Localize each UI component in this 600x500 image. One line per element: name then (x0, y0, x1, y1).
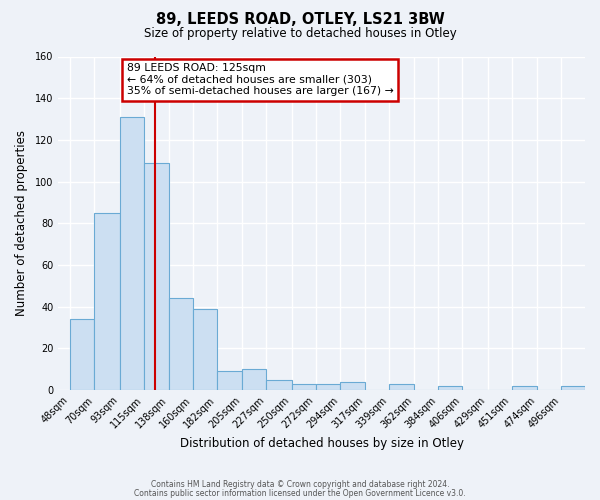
Bar (389, 384, 414, 390)
Y-axis label: Number of detached properties: Number of detached properties (15, 130, 28, 316)
Bar (561, 386, 585, 390)
Bar (94, 213, 119, 390)
Bar (217, 372, 242, 390)
Text: 89 LEEDS ROAD: 125sqm
← 64% of detached houses are smaller (303)
35% of semi-det: 89 LEEDS ROAD: 125sqm ← 64% of detached … (127, 63, 394, 96)
Bar (340, 382, 365, 390)
Text: Contains HM Land Registry data © Crown copyright and database right 2024.: Contains HM Land Registry data © Crown c… (151, 480, 449, 489)
Bar (169, 298, 193, 390)
Bar (438, 386, 463, 390)
Bar (242, 370, 266, 390)
Bar (316, 384, 340, 390)
Bar (266, 380, 292, 390)
Text: Contains public sector information licensed under the Open Government Licence v3: Contains public sector information licen… (134, 489, 466, 498)
Bar (70, 320, 94, 390)
Bar (292, 384, 316, 390)
X-axis label: Distribution of detached houses by size in Otley: Distribution of detached houses by size … (179, 437, 464, 450)
Bar (193, 309, 217, 390)
Bar (512, 386, 537, 390)
Text: 89, LEEDS ROAD, OTLEY, LS21 3BW: 89, LEEDS ROAD, OTLEY, LS21 3BW (155, 12, 445, 28)
Bar (144, 163, 169, 390)
Text: Size of property relative to detached houses in Otley: Size of property relative to detached ho… (143, 28, 457, 40)
Bar (119, 117, 144, 390)
